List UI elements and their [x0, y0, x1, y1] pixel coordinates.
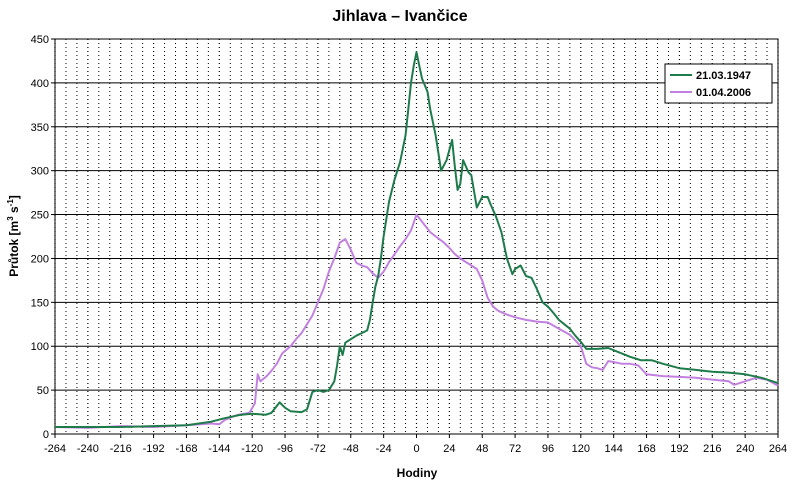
y-axis-label-sup1: 3 [6, 216, 15, 221]
y-axis-label-mid: s [7, 206, 21, 216]
y-axis-label-main: Průtok [m [7, 221, 21, 277]
x-tick-label-0: -264 [44, 443, 66, 455]
x-tick-label-12: 24 [443, 443, 455, 455]
x-tick-label-6: -120 [241, 443, 263, 455]
x-tick-label-8: -72 [310, 443, 326, 455]
y-axis-label: Průtok [m3 s-1] [6, 195, 21, 277]
y-tick-label-8: 400 [31, 78, 49, 90]
y-tick-label-9: 450 [31, 34, 49, 46]
series-line-21-03-1947 [55, 51, 779, 428]
x-tick-label-3: -192 [143, 443, 165, 455]
x-tick-label-15: 96 [542, 443, 554, 455]
x-tick-label-14: 72 [509, 443, 521, 455]
x-tick-label-9: -48 [343, 443, 359, 455]
x-tick-label-11: 0 [413, 443, 419, 455]
y-axis-label-end: ] [7, 195, 21, 199]
y-tick-label-5: 250 [31, 210, 49, 222]
x-axis-ticks: -264 -240 -216 -192 -168 -144 -120 -96 -72 -48 -24… [44, 434, 787, 455]
x-tick-label-13: 48 [476, 443, 488, 455]
series-lines [54, 51, 779, 429]
x-tick-label-20: 216 [703, 443, 721, 455]
x-tick-label-21: 240 [736, 443, 754, 455]
x-tick-label-5: -144 [208, 443, 230, 455]
x-tick-label-22: 264 [769, 443, 787, 455]
legend: 21.03.1947 01.04.2006 [664, 63, 773, 104]
x-tick-label-7: -96 [277, 443, 293, 455]
x-tick-label-18: 168 [637, 443, 655, 455]
series-line-01-04-2006 [54, 213, 779, 429]
x-tick-label-10: -24 [376, 443, 392, 455]
x-axis-label: Hodiny [397, 466, 438, 480]
x-tick-label-19: 192 [670, 443, 688, 455]
legend-box [664, 63, 773, 104]
y-tick-label-7: 350 [31, 122, 49, 134]
x-tick-label-16: 120 [572, 443, 590, 455]
x-tick-label-2: -216 [110, 443, 132, 455]
x-tick-label-1: -240 [77, 443, 99, 455]
y-tick-label-0: 0 [43, 429, 49, 441]
y-axis-label-sup2: -1 [6, 199, 15, 207]
y-tick-label-1: 50 [37, 385, 49, 397]
y-tick-label-3: 150 [31, 297, 49, 309]
legend-label-1947: 21.03.1947 [696, 70, 751, 82]
y-axis-ticks: 0 50 100 150 200 250 300 350 400 450 [31, 34, 55, 441]
chart-title: Jihlava – Ivančice [332, 8, 467, 25]
y-tick-label-4: 200 [31, 253, 49, 265]
x-tick-label-17: 144 [605, 443, 623, 455]
y-tick-label-2: 100 [31, 341, 49, 353]
legend-label-2006: 01.04.2006 [696, 87, 751, 99]
y-tick-label-6: 300 [31, 166, 49, 178]
x-tick-label-4: -168 [175, 443, 197, 455]
